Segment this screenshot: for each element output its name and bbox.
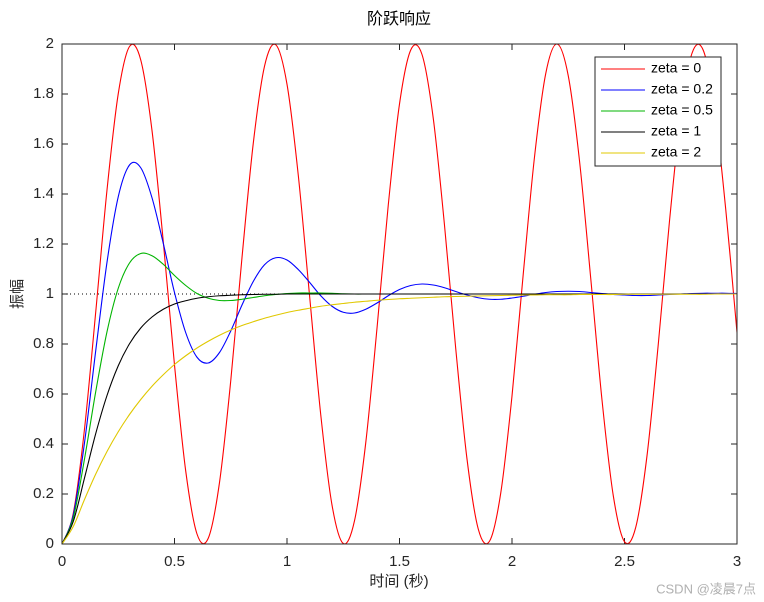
y-tick-label: 1.6 [33,135,54,152]
y-tick-label: 2 [46,35,54,52]
x-tick-label: 1.5 [389,553,410,570]
chart-title: 阶跃响应 [367,9,431,28]
x-tick-label: 2 [508,553,516,570]
x-tick-label: 0 [58,553,66,570]
x-tick-label: 3 [733,553,741,570]
y-axis-label: 振幅 [9,279,26,309]
legend-label: zeta = 0 [651,60,701,76]
y-tick-label: 1.8 [33,85,54,102]
y-tick-label: 0.2 [33,485,54,502]
x-tick-label: 0.5 [164,553,185,570]
legend-label: zeta = 1 [651,123,701,139]
axes-box [61,43,738,545]
line-series [62,161,737,544]
y-tick-label: 1.4 [33,185,54,202]
x-tick-label: 2.5 [614,553,635,570]
y-tick-label: 0 [46,535,54,552]
legend-label: zeta = 0.5 [651,102,713,118]
x-axis-label: 时间 (秒) [369,573,428,590]
line-series [62,44,737,544]
y-tick-label: 0.8 [33,335,54,352]
y-tick-label: 0.6 [33,385,54,402]
legend-label: zeta = 0.2 [651,81,713,97]
y-tick-label: 0.4 [33,435,54,452]
y-tick-label: 1.2 [33,235,54,252]
x-tick-label: 1 [283,553,291,570]
legend-label: zeta = 2 [651,144,701,160]
y-tick-label: 1 [46,285,54,302]
line-series [62,293,737,544]
watermark: CSDN @凌晨7点 [656,581,756,596]
